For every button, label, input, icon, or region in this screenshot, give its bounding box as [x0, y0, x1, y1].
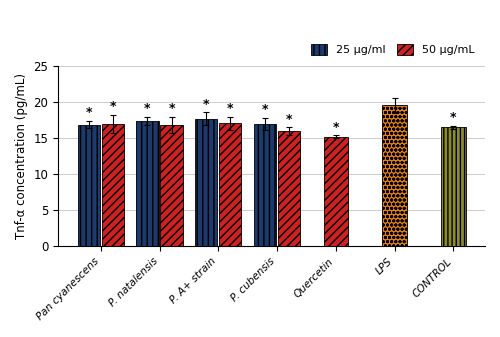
Text: *: * — [332, 121, 339, 133]
Text: *: * — [203, 98, 209, 111]
Bar — [78, 125, 100, 246]
Legend: 25 μg/ml, 50 μg/mL: 25 μg/ml, 50 μg/mL — [306, 39, 480, 60]
Text: *: * — [450, 111, 456, 124]
Text: *: * — [144, 102, 150, 115]
Text: *: * — [110, 100, 116, 114]
Bar — [195, 119, 218, 246]
Bar — [219, 123, 242, 246]
Bar — [324, 137, 348, 246]
Bar — [136, 121, 158, 246]
Text: *: * — [262, 103, 268, 116]
Y-axis label: Tnf-α concentration (pg/mL): Tnf-α concentration (pg/mL) — [15, 73, 28, 239]
Bar — [278, 131, 300, 246]
Text: *: * — [286, 113, 292, 126]
Text: *: * — [168, 102, 175, 115]
Bar — [254, 124, 276, 246]
Bar — [102, 124, 124, 246]
Bar — [441, 127, 466, 246]
Text: *: * — [227, 102, 234, 115]
Bar — [160, 125, 182, 246]
Text: *: * — [86, 106, 92, 119]
Bar — [382, 105, 407, 246]
